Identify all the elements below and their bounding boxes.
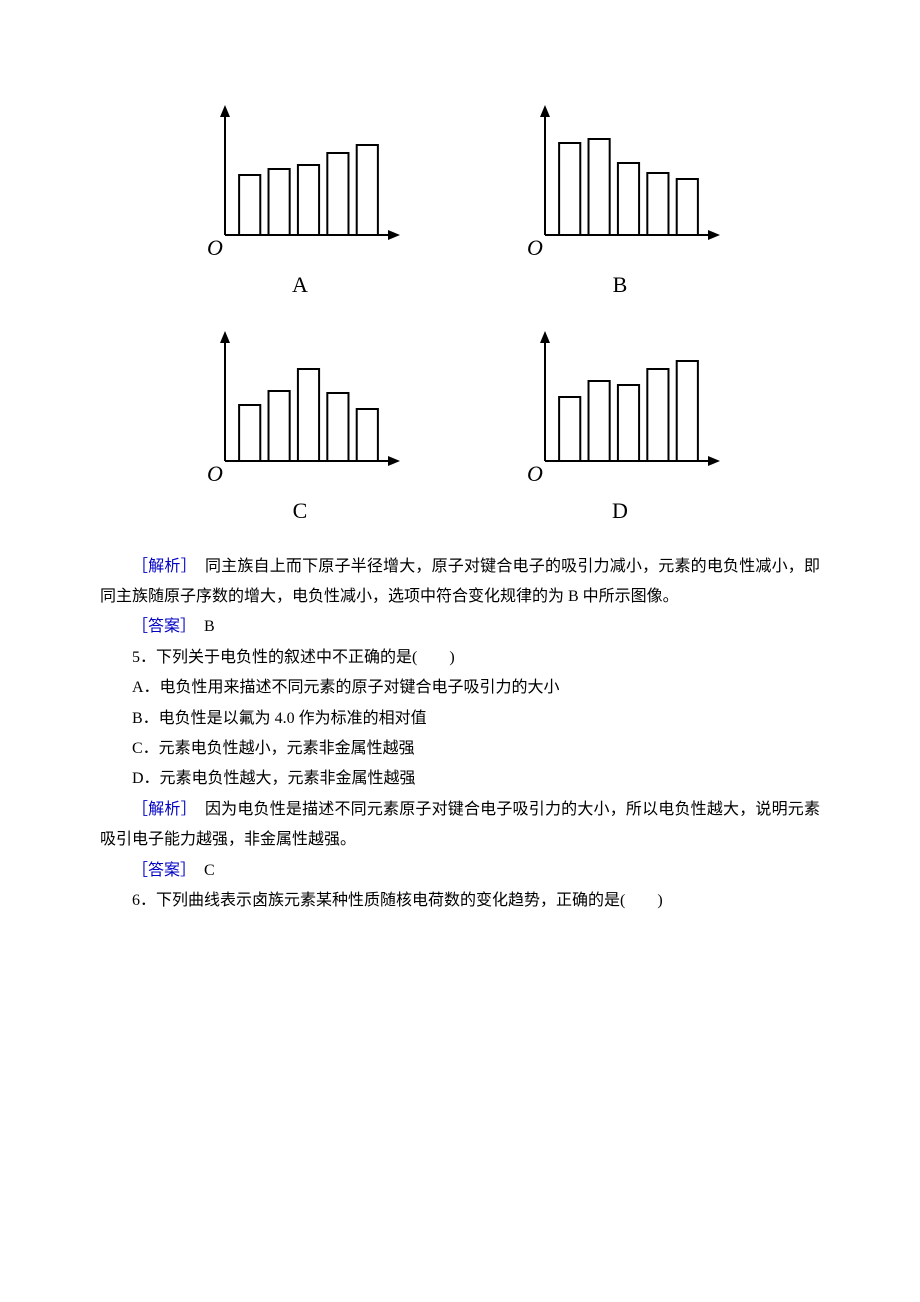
q5-stem: 5．下列关于电负性的叙述中不正确的是( ) <box>100 643 820 673</box>
q4-answer: B <box>188 618 215 635</box>
q4-analysis-text: 同主族自上而下原子半径增大，原子对键合电子的吸引力减小，元素的电负性减小，即同主… <box>100 558 820 605</box>
chart-B-container: O B <box>515 100 725 306</box>
chart-A-label: A <box>292 264 308 306</box>
q4-answer-line: ［答案］ B <box>100 612 820 642</box>
chart-B: O <box>515 100 725 260</box>
svg-text:O: O <box>207 235 223 260</box>
chart-C-container: O C <box>195 326 405 532</box>
chart-D: O <box>515 326 725 486</box>
chart-D-label: D <box>612 490 628 532</box>
q5-answer-line: ［答案］ C <box>100 856 820 886</box>
svg-text:O: O <box>527 235 543 260</box>
svg-text:O: O <box>207 461 223 486</box>
q5-option-C: C．元素电负性越小，元素非金属性越强 <box>100 734 820 764</box>
answer-label: ［答案］ <box>132 618 188 635</box>
chart-B-label: B <box>613 264 628 306</box>
answer-label-2: ［答案］ <box>132 862 188 879</box>
analysis-label-2: ［解析］ <box>132 801 189 818</box>
q4-analysis-line: ［解析］ 同主族自上而下原子半径增大，原子对键合电子的吸引力减小，元素的电负性减… <box>100 552 820 613</box>
document-page: O A O B O C O D ［解析］ 同主族自上而下原子半径增大，原子对键合… <box>0 0 920 1302</box>
chart-A: O <box>195 100 405 260</box>
q5-answer: C <box>188 862 215 879</box>
chart-C: O <box>195 326 405 486</box>
q6-stem: 6．下列曲线表示卤族元素某种性质随核电荷数的变化趋势，正确的是( ) <box>100 886 820 916</box>
q5-analysis-text: 因为电负性是描述不同元素原子对键合电子吸引力的大小，所以电负性越大，说明元素吸引… <box>100 801 820 848</box>
svg-text:O: O <box>527 461 543 486</box>
chart-C-label: C <box>293 490 308 532</box>
q5-analysis-line: ［解析］ 因为电负性是描述不同元素原子对键合电子吸引力的大小，所以电负性越大，说… <box>100 795 820 856</box>
chart-row-2: O C O D <box>100 326 820 532</box>
analysis-label: ［解析］ <box>132 558 189 575</box>
chart-D-container: O D <box>515 326 725 532</box>
q5-option-D: D．元素电负性越大，元素非金属性越强 <box>100 764 820 794</box>
q5-option-A: A．电负性用来描述不同元素的原子对键合电子吸引力的大小 <box>100 673 820 703</box>
chart-row-1: O A O B <box>100 100 820 306</box>
chart-A-container: O A <box>195 100 405 306</box>
q5-option-B: B．电负性是以氟为 4.0 作为标准的相对值 <box>100 704 820 734</box>
spacer <box>100 542 820 552</box>
